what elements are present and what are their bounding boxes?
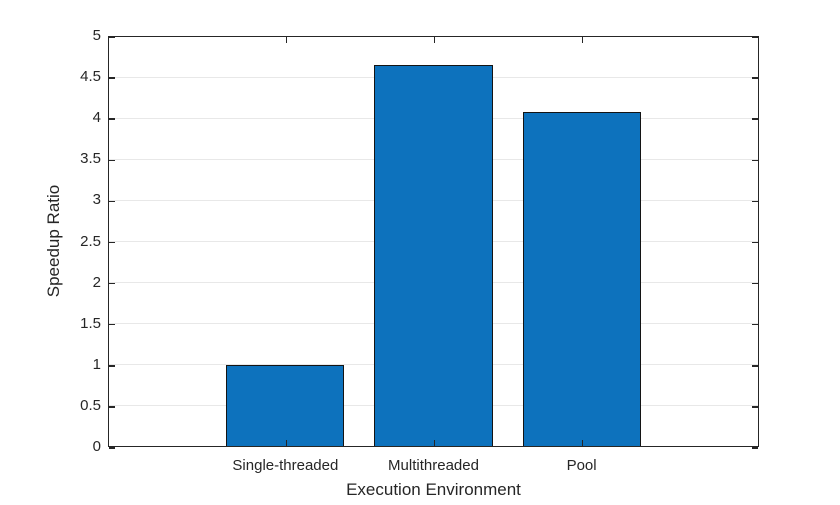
x-tick-mark xyxy=(433,37,436,43)
y-tick-label: 2 xyxy=(92,273,101,291)
x-tick-mark xyxy=(285,37,288,43)
y-tick-label: 2.5 xyxy=(80,232,101,250)
y-tick-mark xyxy=(752,447,758,449)
x-tick-label: Pool xyxy=(566,457,597,474)
x-axis-label: Execution Environment xyxy=(346,480,521,499)
y-tick-label: 4.5 xyxy=(80,68,101,86)
x-tick-label: Multithreaded xyxy=(388,457,479,474)
y-tick-label: 0 xyxy=(92,438,101,455)
y-tick-mark xyxy=(752,36,758,38)
y-tick-label: 5 xyxy=(92,27,101,44)
y-tick-mark xyxy=(109,447,115,449)
y-tick-label: 1 xyxy=(92,355,101,373)
y-tick-mark xyxy=(109,36,115,38)
x-tick-label: Single-threaded xyxy=(232,457,339,474)
x-tick-mark xyxy=(581,37,584,43)
bar-single-threaded xyxy=(226,364,345,447)
y-tick-label: 1.5 xyxy=(80,314,101,332)
y-tick-label: 0.5 xyxy=(80,396,101,414)
bar-multithreaded xyxy=(374,64,493,447)
y-tick-label: 3.5 xyxy=(80,150,101,168)
plot-area xyxy=(108,36,759,449)
y-tick-label: 4 xyxy=(92,109,101,127)
bar-pool xyxy=(522,112,641,447)
y-tick-label: 3 xyxy=(92,191,101,209)
